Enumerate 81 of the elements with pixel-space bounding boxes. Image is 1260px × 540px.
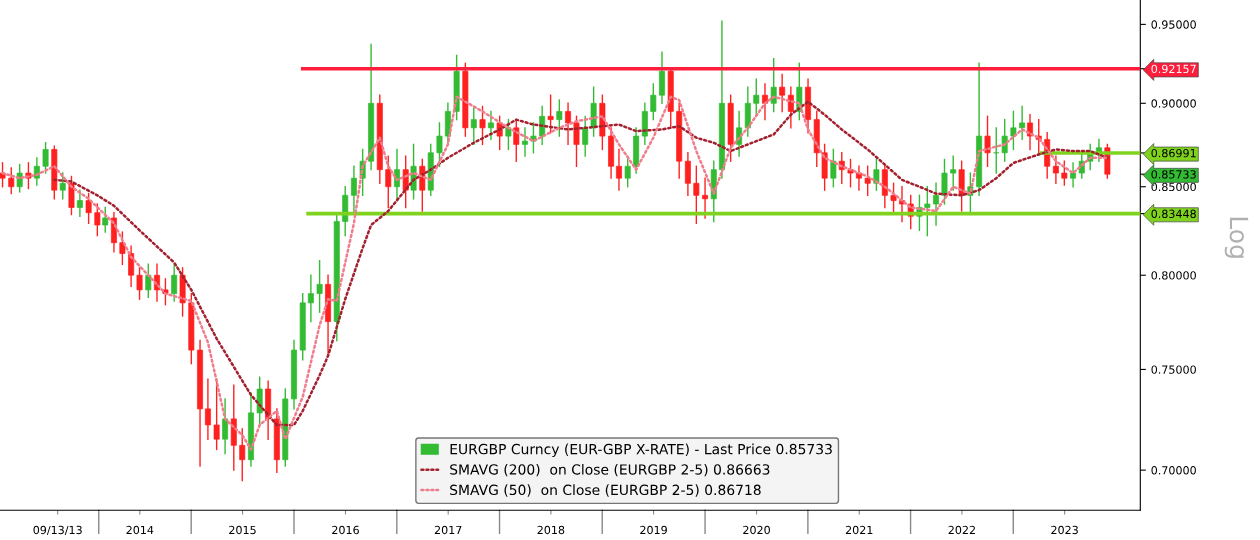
- candlestick: [16, 163, 23, 193]
- x-tick-label: 2014: [126, 525, 154, 535]
- candlestick: [693, 165, 700, 224]
- candlestick: [659, 51, 665, 104]
- candlestick: [316, 260, 323, 313]
- candlestick: [513, 118, 520, 162]
- candlestick: [933, 182, 940, 226]
- candlestick: [650, 83, 657, 121]
- candlestick: [42, 142, 49, 174]
- candlestick: [136, 267, 143, 300]
- y-tick-label: 0.70000: [1151, 466, 1196, 475]
- candlestick: [94, 203, 101, 237]
- x-tick-label: 2021: [845, 525, 873, 535]
- candlestick: [239, 428, 246, 482]
- candlestick: [470, 105, 477, 146]
- candlestick: [487, 110, 494, 141]
- x-tick-label: 2018: [537, 525, 565, 535]
- candlestick: [385, 155, 392, 209]
- candlestick: [85, 192, 92, 224]
- legend-label: SMAVG (50) on Close (EURGBP 2-5) 0.86718: [450, 484, 761, 497]
- candlestick: [779, 73, 786, 113]
- y-tick-label: 0.90000: [1151, 99, 1196, 108]
- candlestick: [684, 152, 691, 197]
- y-tick-label: 0.83448: [1151, 209, 1196, 219]
- y-tick-label: 0.85000: [1151, 182, 1196, 192]
- candlestick: [436, 122, 443, 167]
- candlestick: [941, 158, 948, 205]
- x-tick-label: 2017: [434, 525, 462, 535]
- candlestick: [145, 263, 152, 298]
- candlestick: [950, 155, 957, 191]
- x-tick-label: 2016: [332, 525, 359, 535]
- candlestick: [855, 165, 862, 191]
- y-tick-label: 0.85733: [1151, 170, 1196, 179]
- candlestick: [0, 162, 6, 188]
- candlestick: [256, 376, 263, 426]
- candlestick: [76, 189, 83, 217]
- legend-label: SMAVG (200) on Close (EURGBP 2-5) 0.86663: [450, 463, 770, 477]
- x-tick-label: 2022: [948, 525, 975, 535]
- candlestick: [547, 94, 554, 134]
- candlestick: [582, 115, 589, 157]
- x-tick-label: 2019: [640, 525, 667, 535]
- candlestick: [556, 99, 563, 137]
- y-tick-label: 0.92157: [1151, 64, 1196, 74]
- candlestick: [479, 105, 486, 146]
- candlestick: [565, 102, 572, 146]
- y-tick-label: 0.86991: [1151, 148, 1196, 158]
- x-tick-label: 2020: [743, 525, 770, 535]
- y-tick-label: 0.95000: [1151, 20, 1196, 29]
- legend-label: EURGBP Curncy (EUR-GBP X-RATE) - Last Price 0.85733: [450, 443, 832, 458]
- candlestick: [864, 165, 871, 197]
- candlestick: [419, 158, 426, 212]
- candlestick: [890, 182, 897, 214]
- candlestick: [1052, 155, 1059, 184]
- candlestick: [984, 115, 991, 167]
- candlestick: [1061, 160, 1068, 186]
- candlestick: [1001, 118, 1008, 162]
- candlestick: [59, 172, 66, 200]
- candlestick: [616, 148, 622, 191]
- candlestick: [307, 274, 314, 323]
- candlestick: [204, 378, 211, 440]
- candlestick: [33, 157, 40, 186]
- candlestick: [1070, 162, 1077, 188]
- candlestick: [1019, 105, 1026, 141]
- candlestick: [8, 167, 15, 195]
- candlestick: [350, 165, 357, 214]
- x-tick-label: 2023: [1051, 525, 1078, 535]
- x-tick-label: 09/13/13: [33, 525, 82, 536]
- x-tick-label: 2015: [229, 525, 256, 535]
- y-tick-label: 0.75000: [1151, 365, 1196, 374]
- candlestick: [702, 177, 709, 219]
- candlestick: [770, 57, 777, 113]
- candlestick: [830, 148, 837, 188]
- candlestick: [102, 206, 109, 233]
- candlestick: [119, 231, 126, 266]
- y-tick-label: 0.80000: [1151, 271, 1196, 280]
- candlestick: [522, 127, 528, 157]
- candlestick: [222, 398, 229, 455]
- candlestick: [171, 263, 178, 302]
- candlestick: [1010, 110, 1017, 151]
- text: Log: [1224, 217, 1249, 258]
- candlestick: [128, 245, 135, 287]
